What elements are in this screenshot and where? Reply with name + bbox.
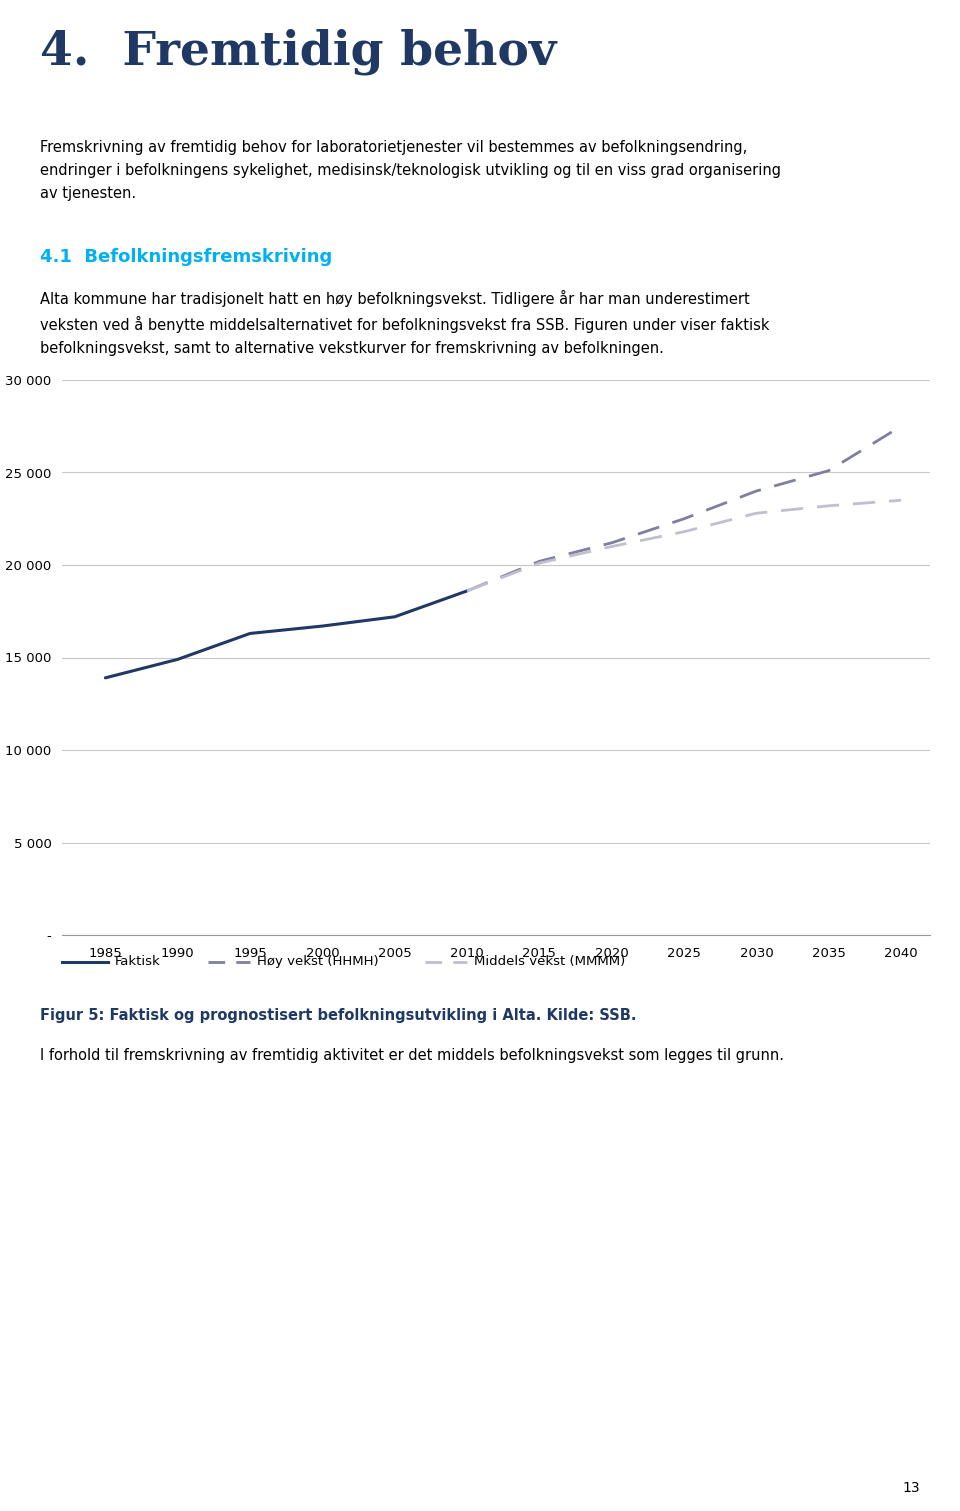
Text: 4.1  Befolkningsfremskriving: 4.1 Befolkningsfremskriving — [40, 248, 332, 266]
Text: 13: 13 — [902, 1481, 920, 1494]
Text: Høy vekst (HHMH): Høy vekst (HHMH) — [256, 955, 378, 969]
Text: Faktisk: Faktisk — [114, 955, 160, 969]
Text: Figur 5: Faktisk og prognostisert befolkningsutvikling i Alta. Kilde: SSB.: Figur 5: Faktisk og prognostisert befolk… — [40, 1008, 636, 1023]
Text: I forhold til fremskrivning av fremtidig aktivitet er det middels befolkningsvek: I forhold til fremskrivning av fremtidig… — [40, 1049, 784, 1064]
Text: Alta kommune har tradisjonelt hatt en høy befolkningsvekst. Tidligere år har man: Alta kommune har tradisjonelt hatt en hø… — [40, 290, 770, 357]
Text: Middels vekst (MMMM): Middels vekst (MMMM) — [473, 955, 625, 969]
Text: 4.  Fremtidig behov: 4. Fremtidig behov — [40, 29, 557, 76]
Text: Fremskrivning av fremtidig behov for laboratorietjenester vil bestemmes av befol: Fremskrivning av fremtidig behov for lab… — [40, 141, 781, 201]
